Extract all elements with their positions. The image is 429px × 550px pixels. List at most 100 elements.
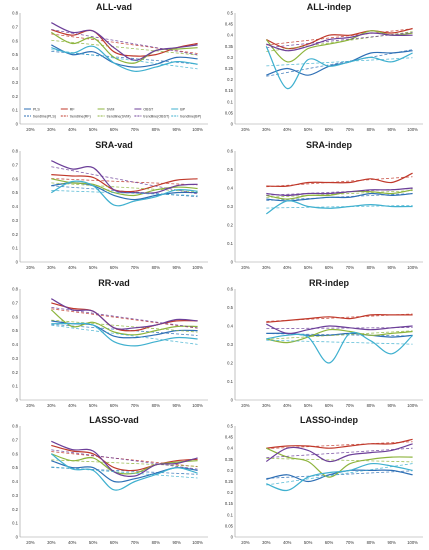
x-tick-label: 30% — [262, 127, 271, 132]
x-tick-label: 60% — [325, 265, 334, 270]
x-tick-label: 80% — [367, 265, 376, 270]
x-tick-label: 60% — [110, 127, 119, 132]
y-tick-label: 0.8 — [12, 424, 18, 429]
x-tick-label: 30% — [47, 265, 56, 270]
trendline-bp — [51, 324, 198, 345]
y-tick-label: 0.2 — [227, 223, 233, 228]
x-tick-label: 100% — [407, 540, 418, 545]
x-tick-label: 80% — [367, 127, 376, 132]
chart-all-indep: ALL-indep 0 0.05 0.1 0.15 0.2 0.25 0.3 0.35 0.4 0.… — [225, 2, 423, 132]
trendline-svm — [266, 190, 413, 198]
x-tick-label: 90% — [387, 127, 396, 132]
y-tick-label: 0.1 — [12, 384, 18, 389]
x-tick-label: 40% — [68, 403, 77, 408]
legend: PLS RF SVM OBST BP trendline(PLS) trendline(RF… — [24, 107, 201, 118]
x-tick-label: 50% — [89, 540, 98, 545]
trendline-obst — [266, 188, 413, 196]
x-tick-label: 40% — [283, 403, 292, 408]
trendline-pls — [51, 467, 198, 475]
chart-title: LASSO-vad — [89, 415, 139, 425]
trendline-rf — [266, 441, 413, 449]
x-tick-label: 20% — [26, 127, 35, 132]
y-tick-label: 0.05 — [225, 110, 234, 115]
y-tick-label: 0.7 — [12, 300, 18, 305]
y-tick-label: 0.3 — [12, 356, 18, 361]
x-tick-label: 30% — [262, 403, 271, 408]
trendline-bp — [51, 466, 198, 479]
trendline-svm — [51, 459, 198, 467]
trendline-bp — [51, 190, 198, 196]
y-tick-label: 0.2 — [227, 77, 233, 82]
x-tick-label: 90% — [172, 540, 181, 545]
legend-label: BP — [180, 107, 185, 111]
x-tick-label: 100% — [407, 403, 418, 408]
chart-title: RR-indep — [309, 278, 349, 288]
y-tick-label: 0.3 — [227, 55, 233, 60]
y-tick-label: 0.6 — [12, 451, 18, 456]
chart-title: LASSO-indep — [300, 415, 359, 425]
series-line-obst — [51, 160, 198, 194]
y-tick-label: 0.1 — [227, 379, 233, 384]
y-tick-label: 0 — [16, 535, 19, 540]
y-tick-label: 0.8 — [12, 149, 18, 154]
x-tick-label: 50% — [89, 403, 98, 408]
series-line-svm — [266, 328, 413, 344]
x-tick-label: 60% — [110, 403, 119, 408]
x-tick-label: 100% — [407, 265, 418, 270]
y-tick-label: 0.5 — [12, 328, 18, 333]
x-tick-label: 30% — [47, 540, 56, 545]
chart-sra-indep: SRA-indep 0 0.1 0.2 0.3 0.4 0.5 0.6 20% 30% 40% 50%… — [227, 140, 423, 270]
chart-title: SRA-vad — [95, 140, 133, 150]
chart-rr-indep: RR-indep 0 0.1 0.2 0.3 0.4 0.5 0.6 20% 30% 40% 50% 6… — [227, 278, 423, 408]
x-tick-label: 70% — [131, 127, 140, 132]
trendline-rf — [266, 176, 413, 188]
series-line-rf — [266, 438, 413, 449]
series-line-rf — [51, 302, 198, 332]
series-line-svm — [50, 309, 198, 336]
y-tick-label: 0.1 — [227, 99, 233, 104]
x-tick-label: 80% — [367, 403, 376, 408]
y-tick-label: 0.3 — [227, 468, 233, 473]
legend-item-trendline-bp: trendline(BP) — [171, 114, 201, 118]
series-line-bp — [51, 180, 198, 207]
y-tick-label: 0.1 — [12, 108, 18, 113]
trendline-rf — [51, 178, 198, 186]
chart-sra-vad: SRA-vad 0 0.1 0.2 0.3 0.4 0.5 0.6 0.7 0.8 20% 30% 40… — [12, 140, 208, 270]
x-tick-label: 70% — [346, 540, 355, 545]
chart-title: ALL-indep — [307, 2, 352, 12]
y-tick-label: 0 — [16, 260, 19, 265]
series-line-rf — [266, 314, 413, 323]
x-tick-label: 50% — [304, 403, 313, 408]
y-tick-label: 0.2 — [227, 361, 233, 366]
legend-item-rf: RF — [60, 107, 75, 111]
x-tick-label: 30% — [47, 127, 56, 132]
y-tick-label: 0.1 — [12, 246, 18, 251]
x-tick-label: 70% — [131, 540, 140, 545]
trendline-obst — [266, 327, 413, 330]
x-tick-label: 50% — [304, 540, 313, 545]
trendline-pls — [266, 49, 413, 77]
x-tick-label: 40% — [68, 540, 77, 545]
trendline-svm — [266, 457, 413, 463]
y-tick-label: 0.6 — [12, 176, 18, 181]
y-tick-label: 0.5 — [227, 305, 233, 310]
y-tick-label: 0.1 — [227, 512, 233, 517]
y-tick-label: 0.4 — [227, 186, 233, 191]
x-tick-label: 60% — [325, 540, 334, 545]
y-tick-label: 0 — [231, 122, 234, 127]
trendline-bp — [266, 463, 413, 486]
legend-label: PLS — [33, 107, 40, 111]
x-tick-label: 30% — [262, 265, 271, 270]
series-line-pls — [266, 50, 413, 76]
y-tick-label: 0.7 — [12, 24, 18, 29]
x-tick-label: 50% — [89, 265, 98, 270]
x-tick-label: 90% — [387, 403, 396, 408]
series-line-obst — [266, 187, 413, 197]
series-line-svm — [266, 189, 413, 200]
x-tick-label: 20% — [241, 127, 250, 132]
x-tick-label: 70% — [346, 127, 355, 132]
y-tick-label: 0.5 — [12, 465, 18, 470]
legend-item-obst: OBST — [134, 107, 154, 111]
x-tick-label: 60% — [325, 127, 334, 132]
x-tick-label: 20% — [26, 403, 35, 408]
